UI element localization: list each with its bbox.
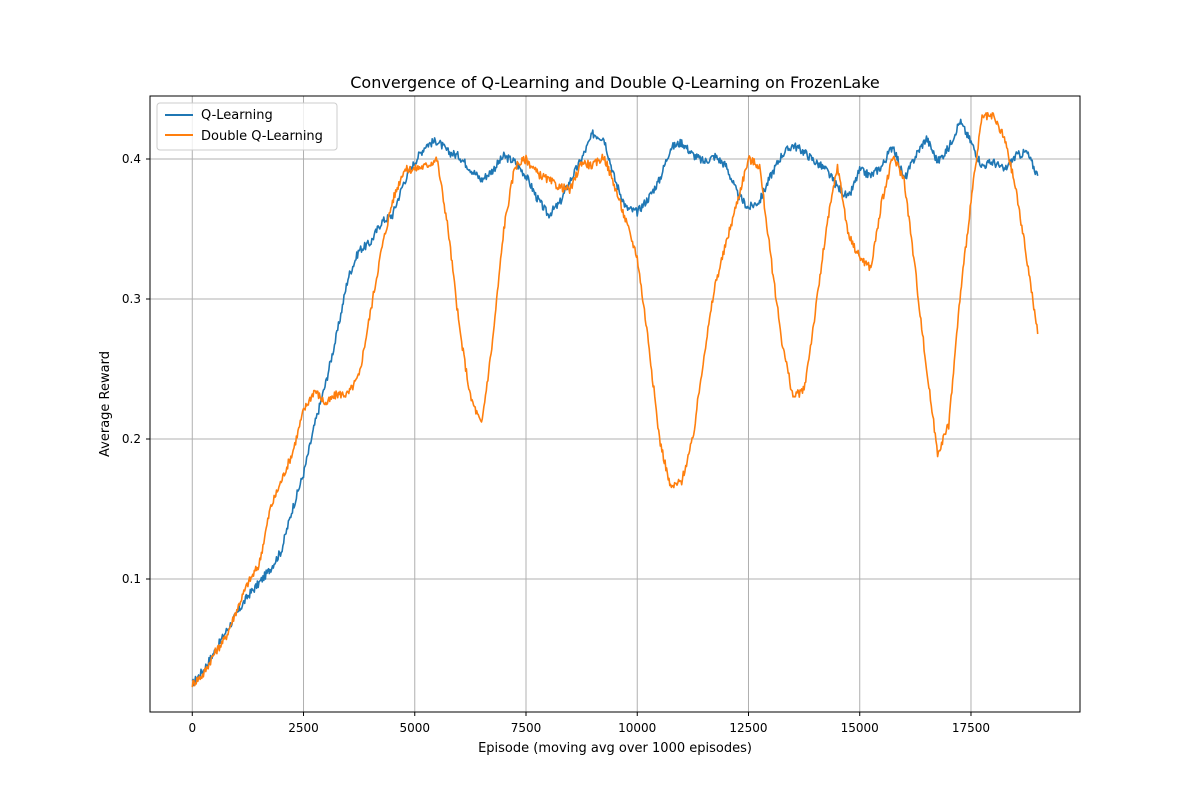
x-tick-label: 2500: [288, 721, 319, 735]
grid-lines: [150, 96, 1080, 712]
x-tick-label: 5000: [399, 721, 430, 735]
y-axis-label: Average Reward: [98, 351, 113, 457]
series-line-double-q-learning: [191, 112, 1039, 688]
x-tick-label: 17500: [952, 721, 990, 735]
x-tick-label: 12500: [729, 721, 767, 735]
chart-title: Convergence of Q-Learning and Double Q-L…: [350, 73, 879, 92]
y-tick-label: 0.2: [122, 432, 141, 446]
y-tick-label: 0.4: [122, 152, 141, 166]
x-tick-label: 7500: [511, 721, 542, 735]
y-tick-label: 0.1: [122, 572, 141, 586]
x-tick-label: 10000: [618, 721, 656, 735]
x-tick-label: 15000: [841, 721, 879, 735]
x-axis-label: Episode (moving avg over 1000 episodes): [478, 741, 752, 756]
legend-label-double-q-learning: Double Q-Learning: [201, 129, 323, 144]
x-tick-label: 0: [188, 721, 196, 735]
tick-labels: 0 2500 5000 7500 10000 12500 15000 17500 0.1 0.2 0…: [122, 152, 990, 735]
legend: Q-Learning Double Q-Learning: [156, 102, 338, 151]
legend-label-q-learning: Q-Learning: [201, 108, 273, 123]
series-line-q-learning: [191, 118, 1039, 687]
axes: [146, 95, 1081, 716]
legend-box: [156, 102, 338, 151]
series-lines: [191, 112, 1039, 688]
y-tick-label: 0.3: [122, 292, 141, 306]
plot-frame: [149, 95, 1081, 713]
